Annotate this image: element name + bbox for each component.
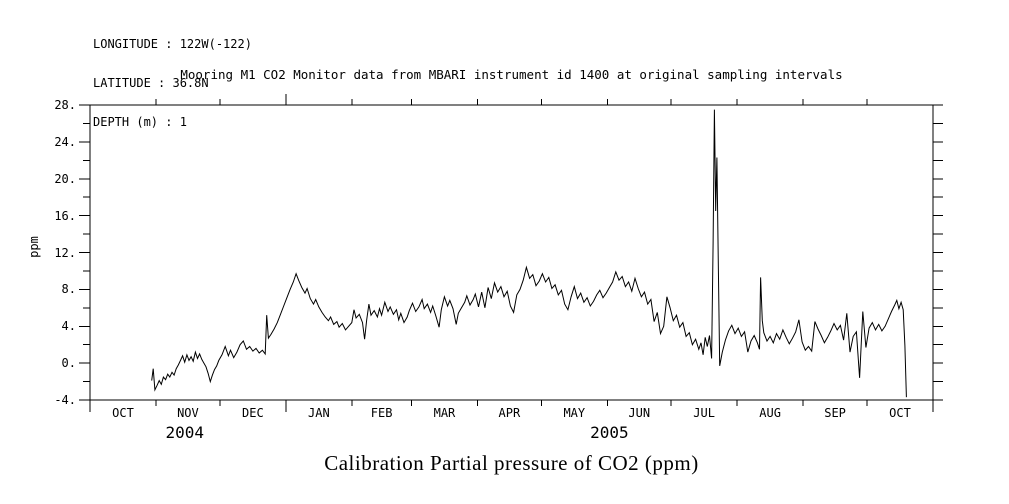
y-tick-label: 4. [61,319,76,334]
month-label: JUL [693,406,715,420]
month-label: AUG [759,406,781,420]
month-label: JAN [308,406,330,420]
year-label: 2005 [590,423,629,442]
y-tick-label: 0. [61,356,76,371]
longitude-text: LONGITUDE : 122W(-122) [93,37,252,51]
month-label: JUN [628,406,651,420]
month-label: DEC [242,406,264,420]
y-tick-label: 28. [54,98,76,112]
y-tick-label: 12. [54,245,76,260]
month-label: MAY [563,406,586,420]
month-label: FEB [370,406,393,420]
year-label: 2004 [165,423,204,442]
data-line [151,109,907,398]
latitude-text: LATITUDE : 36.8N [93,76,209,90]
y-tick-label: -4. [54,393,76,407]
y-tick-label: 8. [61,282,76,297]
y-tick-label: 20. [54,171,76,186]
month-label: OCT [112,406,134,420]
month-label: SEP [824,406,846,420]
location-info: LONGITUDE : 122W(-122) LATITUDE : 36.8N … [93,12,252,155]
depth-text: DEPTH (m) : 1 [93,115,187,129]
month-label: MAR [433,406,456,420]
chart-title: Mooring M1 CO2 Monitor data from MBARI i… [180,67,843,82]
plot-area [89,104,934,401]
footer-title: Calibration Partial pressure of CO2 (ppm… [324,451,699,475]
month-label: NOV [177,406,199,420]
month-label: APR [498,406,521,420]
y-tick-label: 16. [54,208,76,223]
y-tick-label: 24. [54,134,76,149]
month-label: OCT [889,406,911,420]
